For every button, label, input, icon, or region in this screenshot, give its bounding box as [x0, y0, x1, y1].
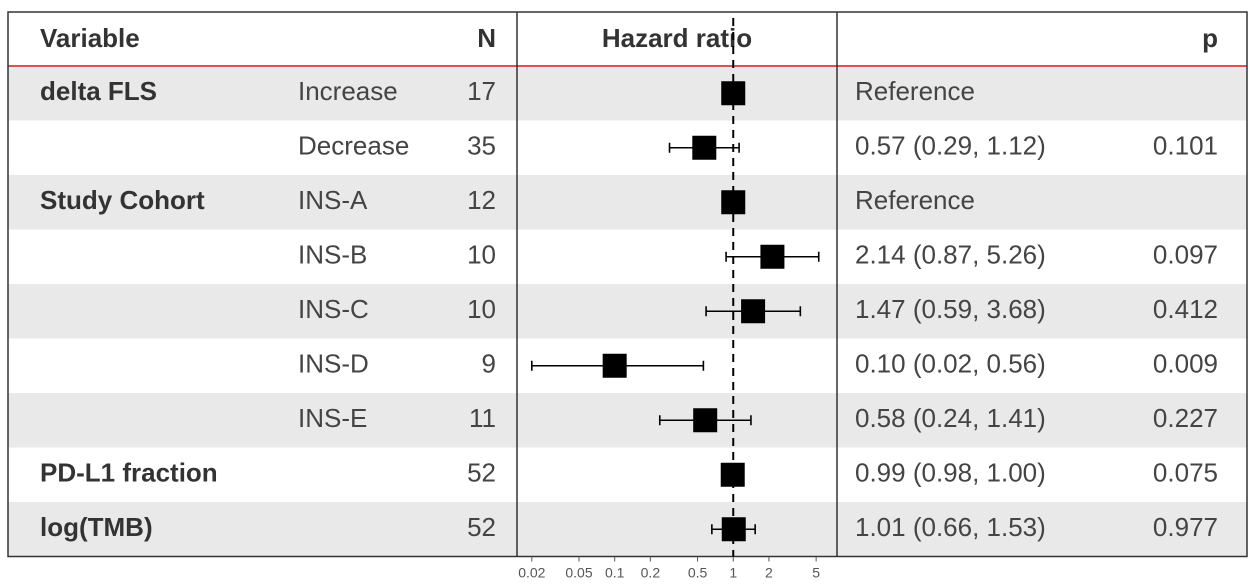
row-stripe	[8, 284, 1247, 339]
p-value: 0.075	[1153, 458, 1218, 488]
p-value: 0.227	[1153, 403, 1218, 433]
row-stripe	[8, 393, 1247, 448]
hr-marker	[692, 135, 717, 160]
level-label: INS-C	[298, 294, 369, 324]
hr-marker	[721, 517, 746, 542]
p-value: 0.101	[1153, 131, 1218, 161]
estimate-label: 0.10 (0.02, 0.56)	[855, 349, 1046, 379]
level-label: INS-E	[298, 403, 367, 433]
estimate-label: 0.58 (0.24, 1.41)	[855, 403, 1046, 433]
table-border	[7, 11, 1248, 558]
estimate-label: 0.57 (0.29, 1.12)	[855, 131, 1046, 161]
row-stripe	[8, 175, 1247, 230]
n-value: 52	[467, 512, 496, 542]
row-stripe	[8, 502, 1247, 557]
estimate-label: 1.47 (0.59, 3.68)	[855, 294, 1046, 324]
x-tick-label: 1	[729, 565, 737, 581]
variable-label: delta FLS	[40, 76, 157, 106]
estimate-label: 2.14 (0.87, 5.26)	[855, 240, 1046, 270]
variable-label: PD-L1 fraction	[40, 458, 218, 488]
n-value: 11	[469, 403, 496, 433]
x-tick-label: 0.02	[518, 565, 545, 581]
level-label: INS-A	[298, 185, 368, 215]
estimate-label: Reference	[855, 185, 975, 215]
header-n: N	[477, 23, 496, 53]
x-tick-label: 2	[765, 565, 773, 581]
header-variable: Variable	[40, 23, 140, 53]
hr-marker	[760, 244, 785, 269]
level-label: Increase	[298, 76, 398, 106]
estimate-label: Reference	[855, 76, 975, 106]
n-value: 52	[467, 458, 496, 488]
level-label: INS-D	[298, 349, 369, 379]
x-tick-label: 0.5	[688, 565, 708, 581]
n-value: 17	[467, 76, 496, 106]
x-tick-label: 5	[812, 565, 820, 581]
hr-marker	[602, 353, 627, 378]
p-value: 0.097	[1153, 240, 1218, 270]
level-label: INS-B	[298, 240, 367, 270]
hr-marker	[720, 462, 745, 487]
x-tick-label: 0.05	[565, 565, 592, 581]
header-hazard-ratio: Hazard ratio	[602, 23, 752, 53]
p-value: 0.412	[1153, 294, 1218, 324]
level-label: Decrease	[298, 131, 409, 161]
variable-label: log(TMB)	[40, 512, 153, 542]
hr-marker	[721, 81, 746, 106]
n-value: 35	[467, 131, 496, 161]
hr-marker	[693, 408, 718, 433]
hr-marker	[721, 190, 746, 215]
estimate-label: 1.01 (0.66, 1.53)	[855, 512, 1046, 542]
x-tick-label: 0.1	[605, 565, 625, 581]
p-value: 0.009	[1153, 349, 1218, 379]
hr-marker	[741, 299, 766, 324]
x-tick-label: 0.2	[641, 565, 661, 581]
row-stripe	[8, 66, 1247, 121]
n-value: 12	[467, 185, 496, 215]
n-value: 9	[482, 349, 496, 379]
header-p: p	[1202, 23, 1218, 53]
n-value: 10	[467, 294, 496, 324]
n-value: 10	[467, 240, 496, 270]
variable-label: Study Cohort	[40, 185, 205, 215]
estimate-label: 0.99 (0.98, 1.00)	[855, 458, 1046, 488]
p-value: 0.977	[1153, 512, 1218, 542]
